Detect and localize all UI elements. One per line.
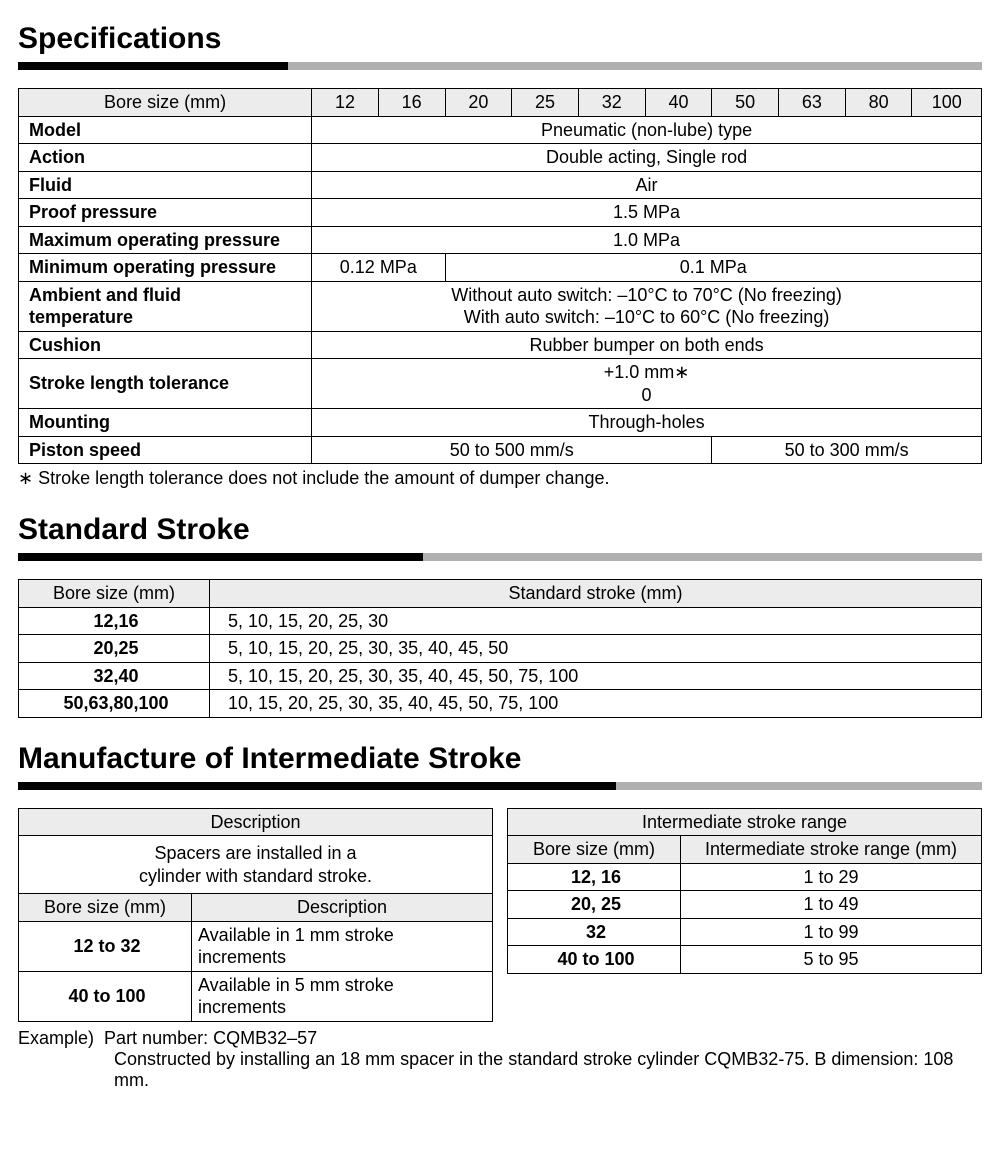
spec-footnote: ∗ Stroke length tolerance does not inclu…	[18, 468, 982, 489]
stroke-val-0: 5, 10, 15, 20, 25, 30	[210, 607, 982, 635]
standard-stroke-title: Standard Stroke	[18, 513, 982, 547]
fluid-value: Air	[312, 171, 982, 199]
bore-12: 12	[312, 89, 379, 117]
max-op-pressure-value: 1.0 MPa	[312, 226, 982, 254]
intermediate-description-table: Description Spacers are installed in acy…	[18, 808, 493, 1022]
range-val-0: 1 to 29	[681, 863, 982, 891]
temp-value-l2: With auto switch: –10°C to 60°C (No free…	[464, 307, 830, 327]
max-op-pressure-label: Maximum operating pressure	[19, 226, 312, 254]
title-rule	[18, 553, 982, 561]
bore-16: 16	[378, 89, 445, 117]
cushion-label: Cushion	[19, 331, 312, 359]
temperature-value: Without auto switch: –10°C to 70°C (No f…	[312, 281, 982, 331]
cushion-value: Rubber bumper on both ends	[312, 331, 982, 359]
bore-32: 32	[578, 89, 645, 117]
bore-50: 50	[712, 89, 779, 117]
specifications-table: Bore size (mm) 12 16 20 25 32 40 50 63 8…	[18, 88, 982, 464]
example-text: Constructed by installing an 18 mm space…	[18, 1049, 982, 1091]
range-bore-1: 20, 25	[508, 891, 681, 919]
stroke-val-1: 5, 10, 15, 20, 25, 30, 35, 40, 45, 50	[210, 635, 982, 663]
temperature-label: Ambient and fluid temperature	[19, 281, 312, 331]
stroke-tolerance-label: Stroke length tolerance	[19, 359, 312, 409]
stroke-bore-1: 20,25	[19, 635, 210, 663]
temp-label-l2: temperature	[29, 307, 133, 327]
desc-bore-header: Bore size (mm)	[19, 894, 192, 922]
desc-val-1: Available in 5 mm stroke increments	[192, 971, 493, 1021]
piston-speed-a: 50 to 500 mm/s	[312, 436, 712, 464]
range-val-3: 5 to 95	[681, 946, 982, 974]
bore-size-header: Bore size (mm)	[19, 89, 312, 117]
example-label: Example)	[18, 1028, 94, 1048]
range-bore-3: 40 to 100	[508, 946, 681, 974]
model-value: Pneumatic (non-lube) type	[312, 116, 982, 144]
stroke-bore-2: 32,40	[19, 662, 210, 690]
mounting-value: Through-holes	[312, 409, 982, 437]
range-header: Intermediate stroke range	[508, 808, 982, 836]
desc-note-text: Spacers are installed in acylinder with …	[139, 843, 372, 886]
range-val-2: 1 to 99	[681, 918, 982, 946]
stroke-value-header: Standard stroke (mm)	[210, 580, 982, 608]
stroke-tol-l2: 0	[642, 385, 652, 405]
specifications-title: Specifications	[18, 22, 982, 56]
range-val-1: 1 to 49	[681, 891, 982, 919]
action-label: Action	[19, 144, 312, 172]
stroke-val-3: 10, 15, 20, 25, 30, 35, 40, 45, 50, 75, …	[210, 690, 982, 718]
example-block: Example) Part number: CQMB32–57 Construc…	[18, 1028, 982, 1091]
action-value: Double acting, Single rod	[312, 144, 982, 172]
range-bore-header: Bore size (mm)	[508, 836, 681, 864]
model-label: Model	[19, 116, 312, 144]
range-bore-2: 32	[508, 918, 681, 946]
desc-header: Description	[19, 808, 493, 836]
intermediate-stroke-title: Manufacture of Intermediate Stroke	[18, 742, 982, 776]
range-bore-0: 12, 16	[508, 863, 681, 891]
intermediate-range-table: Intermediate stroke range Bore size (mm)…	[507, 808, 982, 974]
title-rule	[18, 782, 982, 790]
min-op-pressure-label: Minimum operating pressure	[19, 254, 312, 282]
temp-value-l1: Without auto switch: –10°C to 70°C (No f…	[451, 285, 842, 305]
stroke-bore-header: Bore size (mm)	[19, 580, 210, 608]
standard-stroke-table: Bore size (mm) Standard stroke (mm) 12,1…	[18, 579, 982, 718]
bore-63: 63	[779, 89, 846, 117]
desc-bore-0: 12 to 32	[19, 921, 192, 971]
desc-val-0: Available in 1 mm stroke increments	[192, 921, 493, 971]
bore-20: 20	[445, 89, 512, 117]
title-rule	[18, 62, 982, 70]
temp-label-l1: Ambient and fluid	[29, 285, 181, 305]
stroke-tol-l1: +1.0 mm∗	[604, 362, 690, 382]
stroke-val-2: 5, 10, 15, 20, 25, 30, 35, 40, 45, 50, 7…	[210, 662, 982, 690]
mounting-label: Mounting	[19, 409, 312, 437]
stroke-bore-3: 50,63,80,100	[19, 690, 210, 718]
min-op-pressure-value-a: 0.12 MPa	[312, 254, 445, 282]
stroke-bore-0: 12,16	[19, 607, 210, 635]
bore-80: 80	[845, 89, 912, 117]
bore-25: 25	[512, 89, 579, 117]
bore-40: 40	[645, 89, 712, 117]
range-range-header: Intermediate stroke range (mm)	[681, 836, 982, 864]
desc-desc-header: Description	[192, 894, 493, 922]
desc-note: Spacers are installed in acylinder with …	[19, 836, 493, 894]
piston-speed-label: Piston speed	[19, 436, 312, 464]
fluid-label: Fluid	[19, 171, 312, 199]
example-part: Part number: CQMB32–57	[104, 1028, 317, 1048]
min-op-pressure-value-b: 0.1 MPa	[445, 254, 981, 282]
bore-100: 100	[912, 89, 982, 117]
piston-speed-b: 50 to 300 mm/s	[712, 436, 982, 464]
proof-pressure-label: Proof pressure	[19, 199, 312, 227]
proof-pressure-value: 1.5 MPa	[312, 199, 982, 227]
stroke-tolerance-value: +1.0 mm∗ 0	[312, 359, 982, 409]
desc-bore-1: 40 to 100	[19, 971, 192, 1021]
